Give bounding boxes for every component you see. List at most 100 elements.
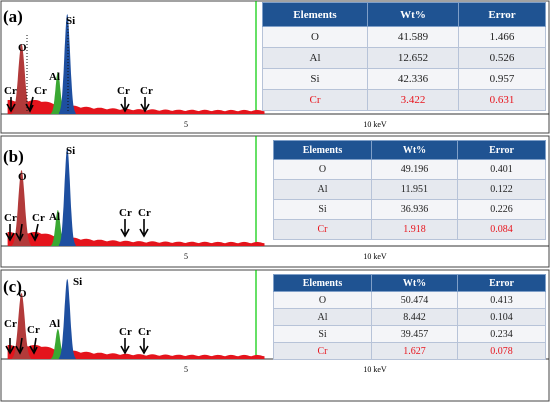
peak-label-cr: Cr	[119, 207, 132, 219]
error-cell: 0.226	[457, 199, 546, 220]
arrow-icon	[5, 338, 15, 355]
peak-si	[58, 148, 76, 246]
arrow-icon	[29, 337, 38, 355]
peak-label-si: Si	[66, 15, 75, 27]
table-row: Si 42.336 0.957	[262, 68, 546, 90]
spectrum-plot-b: (b) Si O Al Cr Cr Cr Cr 5 10 keV	[0, 135, 550, 268]
peak-o	[11, 293, 32, 359]
element-cell: Al	[262, 47, 368, 69]
arrow-icon	[140, 97, 150, 113]
arrow-icon	[15, 223, 24, 242]
error-cell: 0.122	[457, 179, 546, 200]
table-row: O 41.589 1.466	[262, 26, 546, 48]
peak-label-cr: Cr	[27, 324, 40, 336]
panel-frame	[0, 0, 550, 134]
table-row-cr: Cr 1.918 0.084	[273, 219, 546, 240]
x-tick-label: 5	[184, 252, 188, 261]
table-row: Al 8.442 0.104	[273, 308, 546, 326]
wt-cell: 12.652	[367, 47, 459, 69]
peak-label-cr: Cr	[140, 85, 153, 97]
error-cell: 0.957	[458, 68, 546, 90]
background-spectrum	[7, 100, 265, 114]
table-row: Si 39.457 0.234	[273, 325, 546, 343]
element-cell: Al	[273, 179, 372, 200]
col-header-elements: Elements	[273, 274, 372, 292]
element-cell: O	[273, 159, 372, 180]
col-header-error: Error	[458, 2, 546, 27]
composition-table: Elements Wt% Error O 41.589 1.466 Al 12.…	[262, 2, 546, 111]
panel-a: (a) Si O Al Cr Cr Cr Cr 5 10 keV Element…	[0, 0, 550, 134]
col-header-elements: Elements	[273, 140, 372, 160]
panel-label: (c)	[3, 277, 22, 296]
col-header-wt: Wt%	[371, 140, 458, 160]
composition-table: Elements Wt% Error O 50.474 0.413 Al 8.4…	[273, 274, 546, 360]
error-cell: 0.413	[457, 291, 546, 309]
arrow-icon	[30, 223, 39, 242]
table-row: Si 36.936 0.226	[273, 199, 546, 220]
peak-label-al: Al	[49, 211, 60, 223]
arrow-icon	[25, 96, 34, 113]
spectrum-plot-a: (a) Si O Al Cr Cr Cr Cr 5 10 keV	[0, 0, 550, 134]
peak-label-o: O	[18, 42, 27, 54]
error-cell: 0.631	[458, 89, 546, 111]
arrow-icon	[120, 97, 130, 113]
peak-label-si: Si	[73, 276, 82, 288]
wt-cell: 49.196	[371, 159, 458, 180]
wt-cell: 42.336	[367, 68, 459, 90]
table-row: O 49.196 0.401	[273, 159, 546, 180]
arrow-icon	[120, 338, 130, 355]
peak-label-cr: Cr	[4, 212, 17, 224]
arrow-icon	[15, 337, 24, 355]
composition-table: Elements Wt% Error O 49.196 0.401 Al 11.…	[273, 140, 546, 240]
col-header-elements: Elements	[262, 2, 368, 27]
element-cell: Al	[273, 308, 372, 326]
element-cell: Cr	[273, 219, 372, 240]
arrow-icon	[5, 224, 15, 242]
table-row: O 50.474 0.413	[273, 291, 546, 309]
arrow-icon	[6, 97, 16, 113]
element-cell: Cr	[262, 89, 368, 111]
element-cell: O	[273, 291, 372, 309]
x-tick-label: 10 keV	[363, 120, 387, 129]
wt-cell: 11.951	[371, 179, 458, 200]
error-cell: 0.526	[458, 47, 546, 69]
wt-cell: 50.474	[371, 291, 458, 309]
x-tick-label: 10 keV	[363, 365, 387, 374]
peak-label-cr: Cr	[32, 212, 45, 224]
peak-label-cr: Cr	[138, 326, 151, 338]
wt-cell: 3.422	[367, 89, 459, 111]
error-cell: 0.084	[457, 219, 546, 240]
arrow-icon	[120, 219, 130, 238]
x-tick-label: 10 keV	[363, 252, 387, 261]
table-row-cr: Cr 1.627 0.078	[273, 342, 546, 360]
wt-cell: 1.918	[371, 219, 458, 240]
col-header-error: Error	[457, 140, 546, 160]
element-cell: Si	[273, 325, 372, 343]
peak-label-al: Al	[49, 318, 60, 330]
panel-frame	[0, 135, 550, 268]
error-cell: 1.466	[458, 26, 546, 48]
wt-cell: 36.936	[371, 199, 458, 220]
peak-label-cr: Cr	[4, 318, 17, 330]
peak-si	[58, 14, 76, 114]
peak-o	[11, 44, 32, 114]
peak-label-si: Si	[66, 145, 75, 157]
col-header-wt: Wt%	[367, 2, 459, 27]
peak-label-cr: Cr	[119, 326, 132, 338]
background-spectrum	[7, 232, 265, 246]
arrow-icon	[139, 219, 149, 238]
table-row: Al 11.951 0.122	[273, 179, 546, 200]
panel-label: (b)	[3, 147, 24, 166]
peak-label-cr: Cr	[117, 85, 130, 97]
table-row-cr: Cr 3.422 0.631	[262, 89, 546, 111]
peak-label-cr: Cr	[34, 85, 47, 97]
element-cell: Si	[262, 68, 368, 90]
col-header-error: Error	[457, 274, 546, 292]
wt-cell: 8.442	[371, 308, 458, 326]
element-cell: Cr	[273, 342, 372, 360]
x-tick-label: 5	[184, 120, 188, 129]
wt-cell: 39.457	[371, 325, 458, 343]
peak-label-cr: Cr	[4, 85, 17, 97]
panel-frame	[0, 269, 550, 402]
col-header-wt: Wt%	[371, 274, 458, 292]
